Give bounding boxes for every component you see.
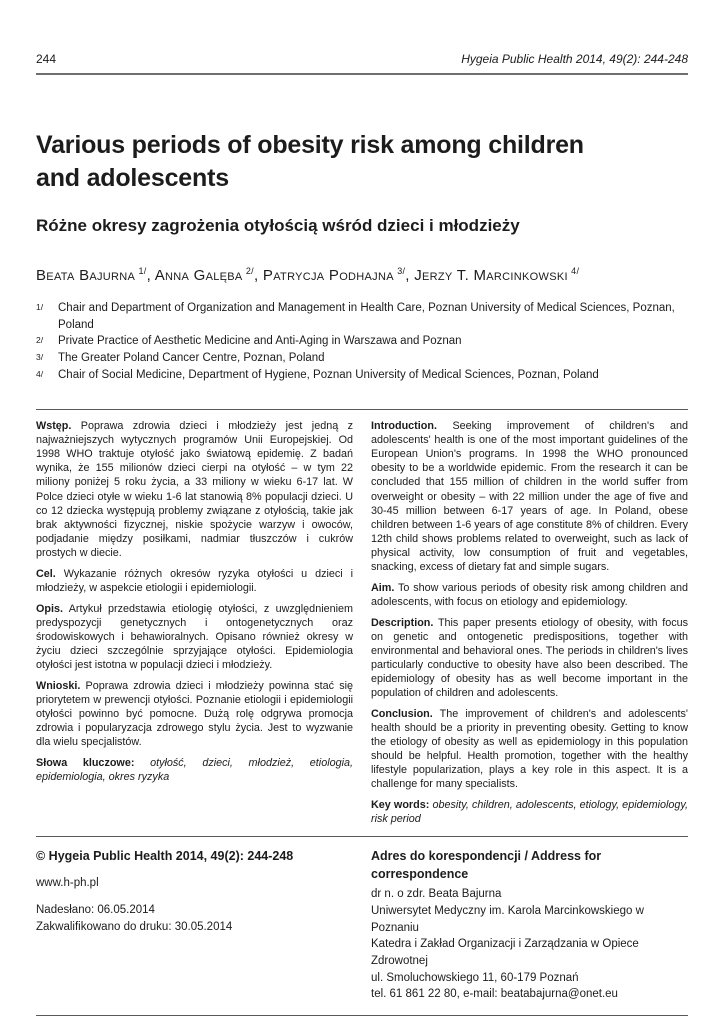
received-date: Nadesłano: 06.05.2014 — [36, 904, 155, 916]
keywords-list: otyłość, dzieci, młodzież, etiologia, ep… — [36, 757, 354, 784]
abstract-english: Introduction. Seeking improvement of chi… — [371, 419, 688, 826]
correspondence-line: dr n. o zdr. Beata Bajurna — [371, 888, 502, 901]
abstract-label: Wnioski. — [36, 679, 81, 692]
author: Anna Galęba 2/ — [154, 266, 263, 284]
abstract-paragraph: Wnioski. Poprawa zdrowia dzieci i młodzi… — [36, 679, 353, 749]
abstract-text: Poprawa zdrowia dzieci i młodzieży powin… — [36, 679, 353, 749]
affiliation: 3/ The Greater Poland Cancer Centre, Poz… — [36, 350, 688, 367]
copyright-line: © Hygeia Public Health 2014, 49(2): 244-… — [36, 849, 294, 864]
publication-meta: © Hygeia Public Health 2014, 49(2): 244-… — [36, 847, 353, 1003]
abstract-paragraph: Opis. Artykuł przedstawia etiologię otył… — [36, 602, 353, 672]
journal-website: www.h-ph.pl — [36, 877, 99, 890]
affiliation: 4/ Chair of Social Medicine, Department … — [36, 367, 688, 384]
abstract-text: This paper presents etiology of obesity,… — [371, 616, 688, 699]
author-affiliation-mark: 2/ — [245, 266, 254, 276]
abstract-paragraph: Introduction. Seeking improvement of chi… — [371, 419, 688, 573]
accepted-date: Zakwalifikowano do druku: 30.05.2014 — [36, 920, 233, 933]
running-head: 244 Hygeia Public Health 2014, 49(2): 24… — [36, 52, 688, 66]
article-title-pl: Różne okresy zagrożenia otyłością wśród … — [36, 216, 520, 235]
author-name: Jerzy T. Marcinkowski — [414, 267, 568, 284]
affiliation-text: Chair of Social Medicine, Department of … — [58, 368, 599, 381]
correspondence-line: Uniwersytet Medyczny im. Karola Marcinko… — [371, 905, 644, 934]
meta-section: © Hygeia Public Health 2014, 49(2): 244-… — [36, 847, 688, 1015]
affiliation-text: The Greater Poland Cancer Centre, Poznan… — [58, 352, 325, 365]
abstract-label: Introduction. — [371, 420, 437, 433]
body-top-rule — [36, 1015, 688, 1017]
abstract-polish: Wstęp. Poprawa zdrowia dzieci i młodzież… — [36, 419, 353, 826]
abstract-label: Opis. — [36, 602, 63, 615]
abstract-text: Poprawa zdrowia dzieci i młodzieży jest … — [36, 420, 354, 559]
affiliation: 2/ Private Practice of Aesthetic Medicin… — [36, 333, 688, 350]
affiliation-number: 4/ — [36, 368, 44, 379]
abstract-paragraph: Cel. Wykazanie różnych okresów ryzyka ot… — [36, 567, 353, 595]
author-affiliation-mark: 4/ — [571, 266, 580, 276]
correspondence-block: Adres do korespondencji / Address for co… — [371, 847, 688, 1003]
abstract-paragraph: Description. This paper presents etiolog… — [371, 616, 688, 700]
author: Jerzy T. Marcinkowski 4/ — [414, 266, 580, 284]
abstract-paragraph: Aim. To show various periods of obesity … — [371, 581, 688, 609]
abstract-top-rule — [36, 409, 688, 411]
author-name: Anna Galęba — [154, 267, 243, 284]
author-name: Beata Bajurna — [36, 267, 136, 284]
author-list: Beata Bajurna 1/Anna Galęba 2/Patrycja P… — [36, 266, 688, 284]
correspondence-header: Adres do korespondencji / Address for co… — [371, 849, 602, 882]
abstract-label: Cel. — [36, 567, 56, 580]
affiliation-number: 2/ — [36, 335, 44, 346]
abstract-label: Conclusion. — [371, 707, 433, 720]
meta-top-rule — [36, 836, 688, 838]
abstract-section: Wstęp. Poprawa zdrowia dzieci i młodzież… — [36, 419, 688, 826]
abstract-paragraph: Conclusion. The improvement of children'… — [371, 707, 688, 791]
page-number: 244 — [36, 52, 57, 66]
correspondence-line: Katedra i Zakład Organizacji i Zarządzan… — [371, 938, 639, 968]
affiliation-text: Chair and Department of Organization and… — [58, 302, 675, 331]
abstract-text: The improvement of children's and adoles… — [371, 707, 688, 791]
header-rule — [36, 73, 688, 75]
abstract-text: Artykuł przedstawia etiologię otyłości, … — [36, 602, 353, 671]
abstract-label: Aim. — [371, 581, 395, 594]
affiliation-list: 1/ Chair and Department of Organization … — [36, 300, 688, 383]
abstract-paragraph: Wstęp. Poprawa zdrowia dzieci i młodzież… — [36, 419, 353, 559]
keywords-paragraph-en: Key words: obesity, children, adolescent… — [371, 798, 688, 826]
affiliation-number: 3/ — [36, 352, 44, 363]
abstract-label: Description. — [371, 616, 434, 629]
author: Patrycja Podhajna 3/ — [262, 266, 414, 284]
abstract-text: Seeking improvement of children's and ad… — [371, 420, 688, 573]
keywords-label: Key words: — [371, 799, 430, 812]
keywords-paragraph-pl: Słowa kluczowe: otyłość, dzieci, młodzie… — [36, 756, 353, 784]
abstract-text: To show various periods of obesity risk … — [371, 581, 688, 608]
correspondence-line: ul. Smoluchowskiego 11, 60-179 Poznań — [371, 971, 579, 984]
author-affiliation-mark: 1/ — [138, 266, 147, 276]
author-affiliation-mark: 3/ — [397, 266, 406, 276]
journal-reference: Hygeia Public Health 2014, 49(2): 244-24… — [461, 52, 688, 66]
affiliation-text: Private Practice of Aesthetic Medicine a… — [58, 335, 462, 348]
correspondence-line: tel. 61 861 22 80, e-mail: beatabajurna@… — [371, 988, 618, 1001]
article-title-en: Various periods of obesity risk among ch… — [36, 131, 584, 192]
abstract-text: Wykazanie różnych okresów ryzyka otyłośc… — [36, 567, 354, 594]
keywords-label: Słowa kluczowe: — [36, 757, 135, 770]
keywords-list: obesity, children, adolescents, etiology… — [371, 799, 689, 826]
author-name: Patrycja Podhajna — [262, 267, 394, 284]
author: Beata Bajurna 1/ — [36, 266, 155, 284]
affiliation-number: 1/ — [36, 302, 44, 312]
abstract-label: Wstęp. — [36, 420, 72, 433]
affiliation: 1/ Chair and Department of Organization … — [36, 300, 688, 333]
